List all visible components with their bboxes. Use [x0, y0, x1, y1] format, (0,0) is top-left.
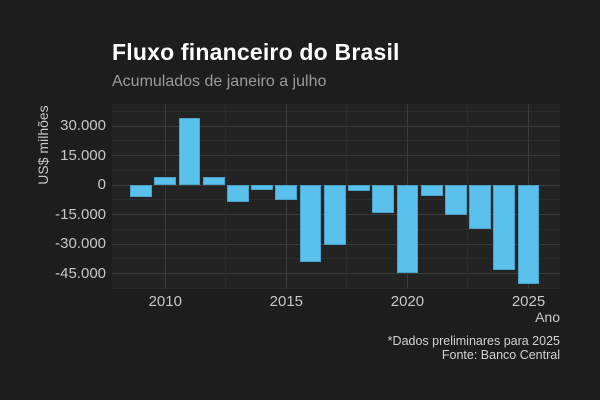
bar-2015: [275, 185, 298, 200]
bar-2013: [227, 185, 249, 203]
gridline-major-v: [164, 104, 166, 289]
chart-title: Fluxo financeiro do Brasil: [112, 39, 400, 65]
bar-2024: [493, 185, 516, 270]
gridline-minor-v: [467, 104, 469, 289]
gridline-major-h: [112, 155, 560, 157]
y-tick-0: 0: [97, 176, 106, 194]
bar-2012: [202, 176, 225, 186]
bar-2016: [299, 185, 322, 263]
x-tick-2025: 2025: [511, 292, 546, 310]
bar-2010: [154, 177, 177, 186]
bar-2011: [178, 117, 201, 186]
caption-source: Fonte: Banco Central: [441, 348, 560, 362]
gridline-minor-h: [112, 169, 560, 171]
y-tick-30.000: 30.000: [60, 117, 106, 135]
y-tick--45.000: -45.000: [55, 264, 106, 282]
bar-2020: [396, 185, 419, 274]
gridline-minor-v: [225, 104, 227, 289]
y-tick--15.000: -15.000: [55, 205, 106, 223]
gridline-minor-v: [346, 104, 348, 289]
gridline-minor-h: [112, 110, 560, 112]
gridline-minor-h: [112, 258, 560, 260]
y-tick--30.000: -30.000: [55, 235, 106, 253]
bar-2014: [251, 185, 274, 190]
bar-2017: [323, 185, 346, 245]
bar-2018: [348, 185, 370, 191]
bar-2025: [517, 185, 540, 284]
bar-2022: [444, 185, 467, 215]
chart-subtitle: Acumulados de janeiro a julho: [112, 73, 327, 90]
x-tick-2020: 2020: [390, 292, 425, 310]
plot-panel: [112, 104, 560, 289]
gridline-minor-h: [112, 287, 560, 289]
bar-2019: [372, 185, 395, 213]
caption-note: *Dados preliminares para 2025: [387, 334, 560, 348]
bar-2023: [469, 185, 491, 229]
gridline-major-h: [112, 273, 560, 275]
x-tick-2015: 2015: [269, 292, 304, 310]
x-tick-2010: 2010: [148, 292, 182, 310]
gridline-major-h: [112, 125, 560, 127]
gridline-minor-h: [112, 140, 560, 142]
bar-2009: [130, 185, 152, 198]
bar-2021: [420, 185, 443, 197]
x-axis-label: Ano: [535, 309, 560, 325]
chart-caption: *Dados preliminares para 2025 Fonte: Ban…: [260, 334, 560, 362]
y-tick-15.000: 15.000: [60, 146, 106, 164]
